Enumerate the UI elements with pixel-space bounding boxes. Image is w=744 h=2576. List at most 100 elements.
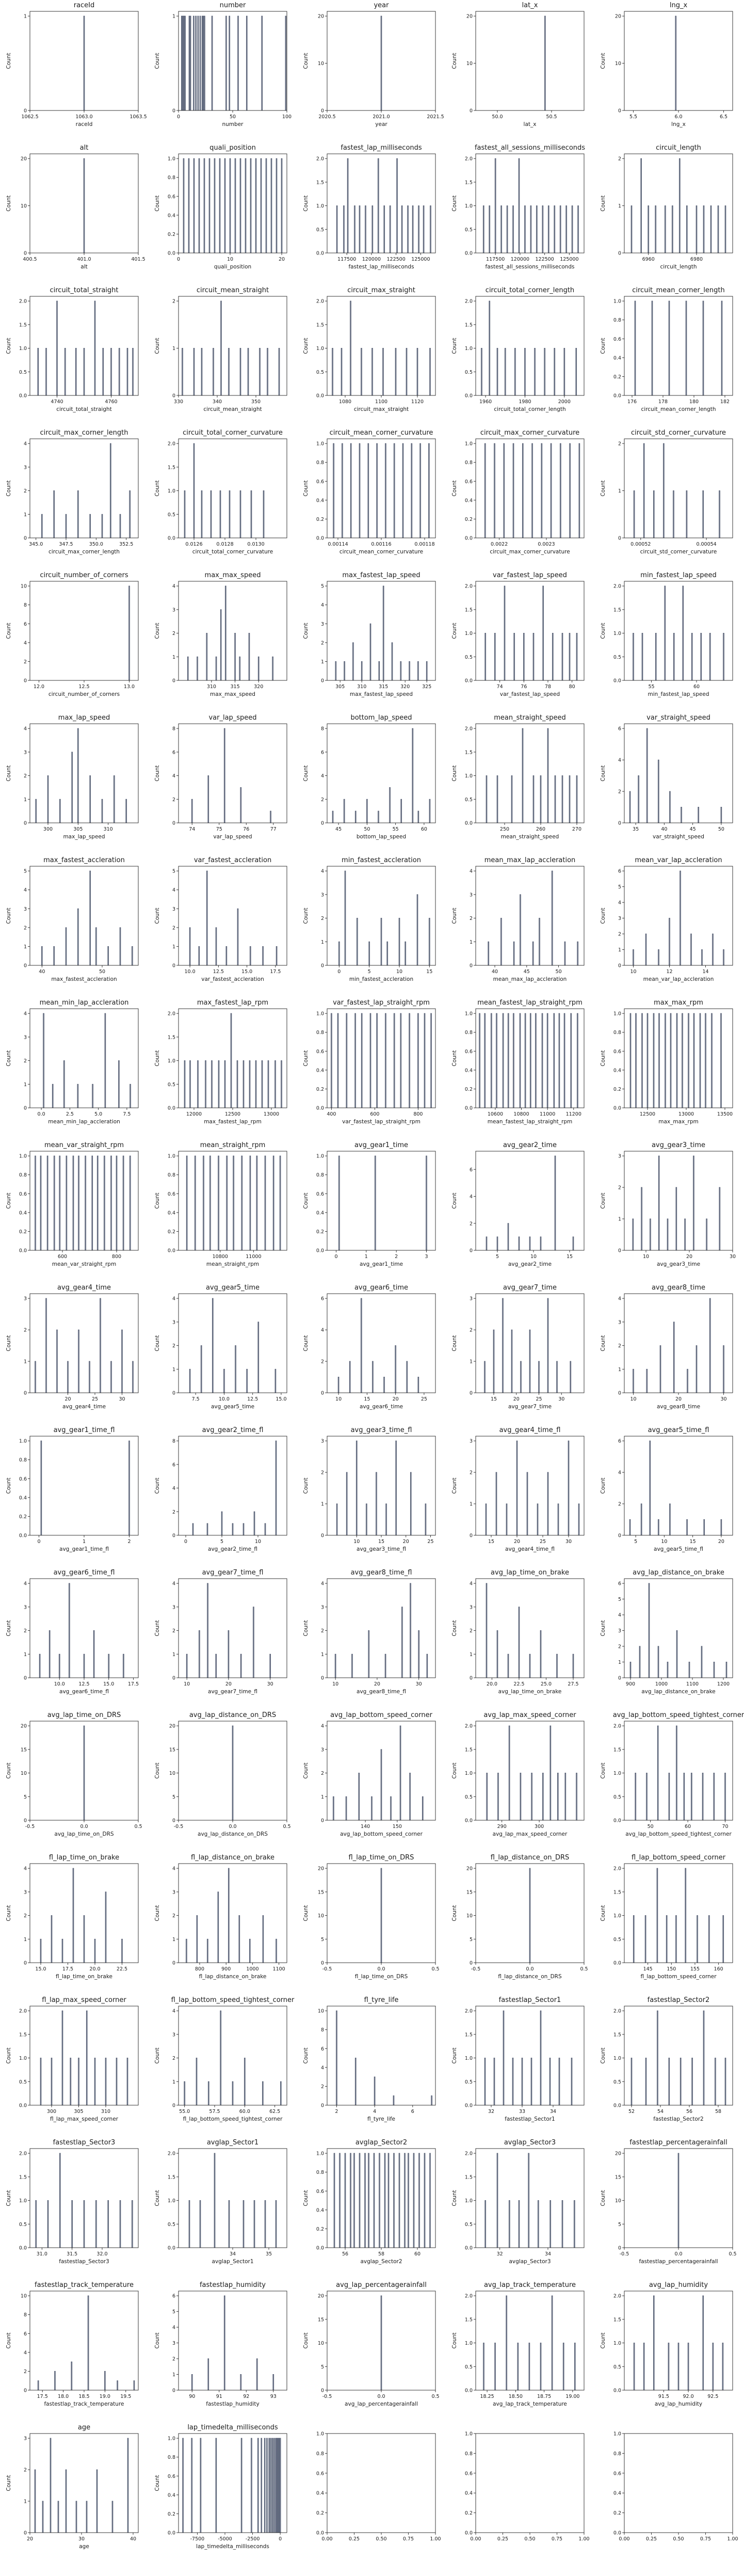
histogram-bar (71, 2361, 73, 2391)
histogram-bar (384, 1653, 386, 1678)
plot-frame (475, 1151, 585, 1251)
x-axis-label: quali_position (214, 264, 251, 270)
x-tick-label: 50 (230, 114, 236, 120)
histogram-bar (538, 1361, 540, 1393)
plot-frame (178, 1578, 287, 1678)
y-tick-label: 0.5 (465, 1794, 473, 1800)
histogram-bar (61, 1938, 63, 1963)
y-tick-label: 0.8 (465, 1030, 473, 1036)
histogram-bar (228, 1868, 230, 1963)
x-tick-label: 310 (357, 684, 366, 690)
x-tick-label: 55 (393, 826, 399, 832)
histogram-bar (67, 1361, 69, 1393)
histogram-bar (262, 2081, 264, 2106)
y-axis-label: Count (600, 908, 606, 924)
y-tick-label: 0.0 (168, 2246, 175, 2251)
histogram-bar (199, 1630, 200, 1678)
y-tick-label: 2 (321, 797, 324, 803)
histogram-bar (524, 348, 526, 396)
y-tick-label: 4 (172, 1486, 175, 1491)
x-tick-label: 1200 (717, 1681, 730, 1687)
x-tick-label: 13000 (678, 1111, 694, 1117)
chart-title: avg_gear1_time (354, 1141, 408, 1149)
y-tick-label: 1 (321, 1502, 324, 1507)
histogram-bar (200, 2438, 202, 2533)
y-tick-label: 0.5 (465, 370, 473, 375)
histogram-panel: 0.00 0.25 0.50 0.75 1.000.00.20.40.60.81.0 (613, 2431, 738, 2542)
histogram-bar (685, 300, 687, 396)
y-tick-label: 4 (618, 1296, 621, 1302)
histogram-bar (635, 1773, 637, 1821)
histogram-bar (338, 1155, 340, 1251)
histogram-bar (234, 633, 236, 681)
x-tick-label: 2 (395, 1254, 398, 1260)
histogram-bar (71, 752, 73, 823)
histogram-bar (256, 1155, 258, 1251)
y-tick-label: 1.5 (19, 2032, 27, 2038)
x-tick-label: 50 (99, 969, 105, 975)
histogram-bar (193, 348, 195, 396)
y-tick-label: 1.0 (465, 2431, 473, 2437)
histogram-bar (376, 443, 378, 538)
histogram-bar (658, 1155, 660, 1251)
histogram-bar (418, 205, 419, 253)
histogram-bar (713, 1662, 715, 1678)
histogram-bar (223, 728, 225, 823)
histogram-bar (398, 2153, 400, 2248)
chart-title: max_fastest_accleration (43, 856, 125, 864)
histogram-bar (240, 787, 242, 823)
y-tick-label: 1.0 (613, 1011, 621, 1017)
histogram-bar (408, 2153, 409, 2248)
histogram-bar (639, 1646, 641, 1678)
y-tick-label: 4 (24, 1866, 27, 1872)
histogram-bar (359, 205, 361, 253)
y-tick-label: 1.0 (465, 346, 473, 352)
histogram-bar (673, 1322, 675, 1393)
histogram-bar (382, 348, 384, 396)
y-tick-label: 2 (618, 1502, 621, 1507)
histogram-bar (77, 728, 79, 823)
x-tick-label: 74 (497, 684, 503, 690)
histogram-bar (696, 1345, 698, 1393)
y-tick-label: 1.0 (19, 2198, 27, 2204)
x-tick-label: 20.0 (89, 1966, 100, 1972)
plot-frame (475, 438, 585, 538)
y-tick-label: 20 (318, 1866, 324, 1872)
y-tick-label: 4 (172, 2009, 175, 2014)
histogram-bar (690, 933, 692, 966)
chart-title: avglap_Sector1 (207, 2139, 258, 2146)
x-tick-label: 1.00 (430, 2536, 441, 2542)
x-tick-label: 1.00 (578, 2536, 589, 2542)
histogram-bar (333, 1796, 334, 1821)
x-axis-label: max_fastest_lap_rpm (204, 1119, 262, 1125)
histogram-bar (401, 1607, 403, 1678)
plot-frame (475, 723, 585, 823)
histogram-bar (347, 158, 349, 253)
histogram-bar (484, 2200, 486, 2248)
histogram-bar (389, 787, 391, 823)
histogram-bar (244, 2058, 246, 2106)
histogram-bar (491, 1013, 492, 1108)
y-tick-label: 2 (618, 1644, 621, 1650)
histogram-bar (559, 205, 561, 253)
histogram-bar (65, 927, 67, 966)
x-axis-label: var_straight_speed (653, 834, 704, 840)
histogram-bar (550, 443, 552, 538)
histogram-bar (35, 2200, 37, 2248)
plot-frame (178, 296, 287, 396)
histogram-bar (697, 1915, 698, 1963)
histogram-bar (59, 1155, 61, 1251)
histogram-bar (224, 158, 226, 253)
histogram-bar (89, 1361, 90, 1393)
y-tick-label: 6 (24, 622, 27, 627)
y-tick-label: 1 (321, 940, 324, 945)
plot-frame (29, 1008, 139, 1108)
y-tick-label: 4 (24, 1581, 27, 1587)
y-tick-label: 0.5 (465, 797, 473, 803)
histogram-bar (78, 1329, 79, 1393)
histogram-bar (71, 2200, 73, 2248)
histogram-bar (346, 1013, 348, 1108)
